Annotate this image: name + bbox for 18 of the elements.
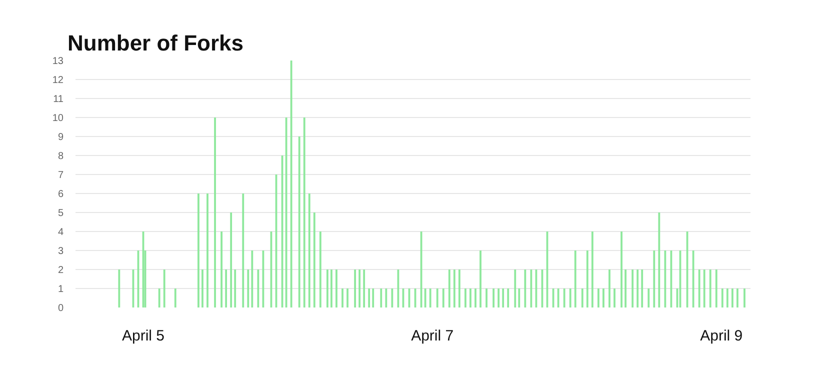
x-tick-label: April 9 (700, 328, 743, 344)
y-tick-label: 9 (58, 132, 64, 143)
chart-title: Number of Forks (68, 30, 244, 56)
y-tick-label: 7 (58, 170, 64, 181)
y-tick-label: 13 (52, 56, 64, 67)
y-tick-label: 1 (58, 284, 64, 295)
y-tick-label: 10 (52, 113, 64, 124)
y-tick-label: 6 (58, 189, 64, 200)
y-tick-label: 2 (58, 265, 64, 276)
y-tick-label: 8 (58, 151, 64, 162)
y-tick-label: 12 (52, 75, 64, 86)
x-tick-label: April 7 (411, 328, 454, 344)
y-tick-label: 4 (58, 227, 64, 238)
y-tick-label: 5 (58, 208, 64, 219)
x-tick-label: April 5 (122, 328, 165, 344)
y-tick-label: 3 (58, 246, 64, 257)
y-tick-label: 11 (53, 94, 64, 105)
y-tick-label: 0 (58, 303, 64, 314)
